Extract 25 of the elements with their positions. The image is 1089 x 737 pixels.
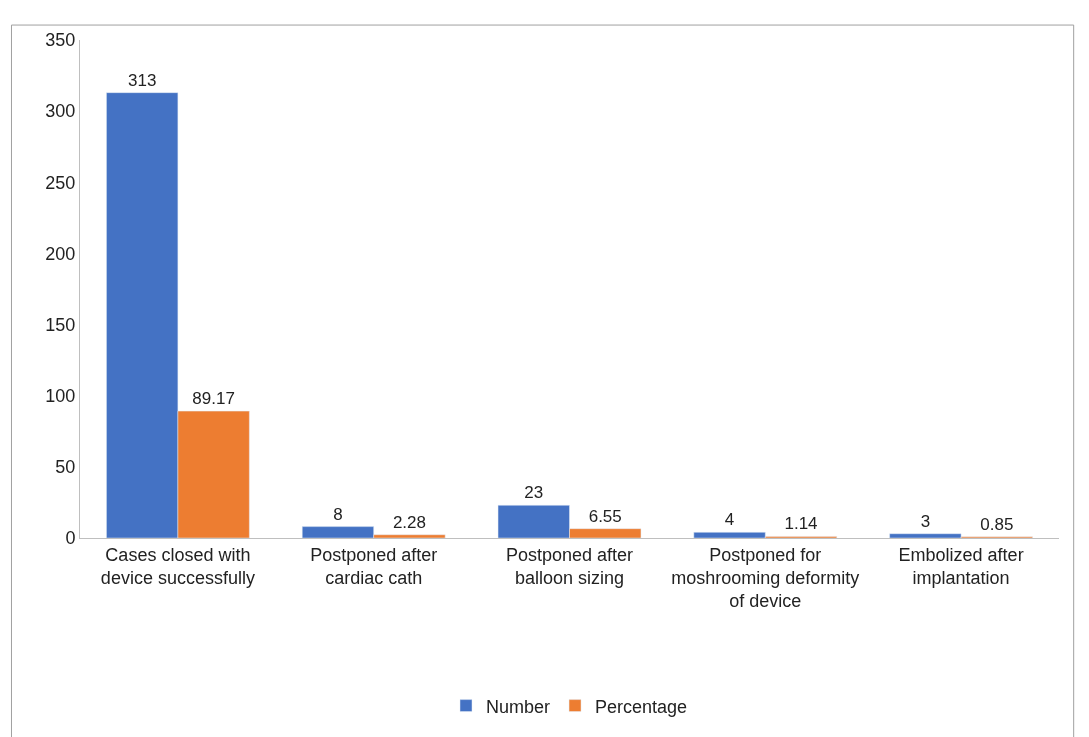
data-label: 3 — [920, 511, 931, 531]
x-tick-label: Embolized after implantation — [898, 544, 1024, 588]
y-tick-label: 150 — [45, 314, 76, 335]
data-label: 1.14 — [784, 514, 818, 534]
data-label: 4 — [724, 510, 735, 530]
x-tick-label: Cases closed with device successfully — [100, 544, 255, 588]
y-tick-label: 0 — [65, 528, 76, 549]
data-label: 23 — [524, 483, 544, 503]
data-label: 8 — [333, 504, 343, 524]
x-tick-label: Postponed after cardiac cath — [310, 544, 438, 588]
y-tick-label: 100 — [45, 386, 76, 407]
y-tick-label: 250 — [45, 172, 76, 193]
y-tick-label: 200 — [45, 243, 76, 264]
legend-label: Percentage — [595, 696, 688, 717]
data-label: 0.85 — [980, 514, 1014, 534]
legend-label: Number — [486, 696, 551, 717]
x-tick-label: Postponed after balloon sizing — [505, 544, 634, 588]
y-tick-label: 50 — [55, 457, 76, 478]
y-tick-label: 300 — [45, 101, 76, 122]
data-label: 89.17 — [192, 389, 235, 409]
x-tick-label: Postponed for moshrooming deformity of device — [671, 544, 860, 612]
data-label: 313 — [127, 70, 157, 90]
data-label: 2.28 — [392, 512, 426, 532]
data-label: 6.55 — [588, 506, 622, 526]
y-tick-label: 350 — [45, 30, 76, 51]
